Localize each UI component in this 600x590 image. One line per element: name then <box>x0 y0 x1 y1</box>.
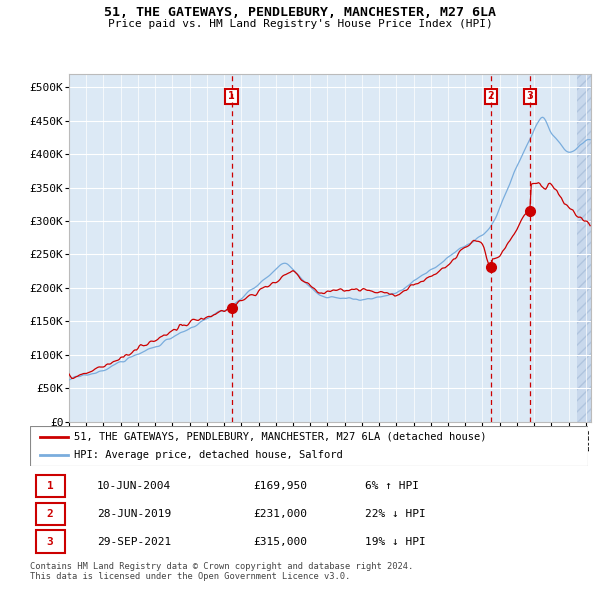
Text: £231,000: £231,000 <box>253 509 307 519</box>
Text: 2: 2 <box>488 91 494 101</box>
Text: 6% ↑ HPI: 6% ↑ HPI <box>365 481 419 491</box>
Text: 51, THE GATEWAYS, PENDLEBURY, MANCHESTER, M27 6LA (detached house): 51, THE GATEWAYS, PENDLEBURY, MANCHESTER… <box>74 432 486 442</box>
Text: Price paid vs. HM Land Registry's House Price Index (HPI): Price paid vs. HM Land Registry's House … <box>107 19 493 29</box>
Text: £315,000: £315,000 <box>253 537 307 547</box>
FancyBboxPatch shape <box>35 530 65 553</box>
Bar <box>577 74 591 422</box>
Text: 51, THE GATEWAYS, PENDLEBURY, MANCHESTER, M27 6LA: 51, THE GATEWAYS, PENDLEBURY, MANCHESTER… <box>104 6 496 19</box>
Text: 1: 1 <box>228 91 235 101</box>
Text: 3: 3 <box>526 91 533 101</box>
Text: 10-JUN-2004: 10-JUN-2004 <box>97 481 171 491</box>
Text: HPI: Average price, detached house, Salford: HPI: Average price, detached house, Salf… <box>74 450 342 460</box>
Text: 29-SEP-2021: 29-SEP-2021 <box>97 537 171 547</box>
Text: £169,950: £169,950 <box>253 481 307 491</box>
Text: 19% ↓ HPI: 19% ↓ HPI <box>365 537 425 547</box>
Text: 1: 1 <box>47 481 53 491</box>
FancyBboxPatch shape <box>35 474 65 497</box>
FancyBboxPatch shape <box>35 503 65 525</box>
Text: 28-JUN-2019: 28-JUN-2019 <box>97 509 171 519</box>
Text: 2: 2 <box>47 509 53 519</box>
Text: Contains HM Land Registry data © Crown copyright and database right 2024.
This d: Contains HM Land Registry data © Crown c… <box>30 562 413 581</box>
Text: 3: 3 <box>47 537 53 547</box>
Text: 22% ↓ HPI: 22% ↓ HPI <box>365 509 425 519</box>
